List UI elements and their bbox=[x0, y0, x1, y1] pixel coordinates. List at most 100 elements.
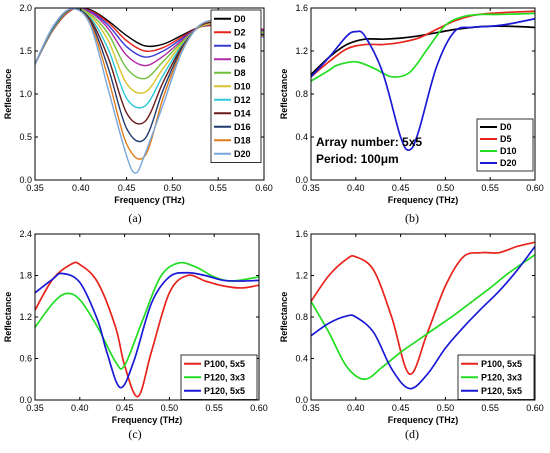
legend-label-a: D0 bbox=[234, 14, 246, 24]
y-tick-label-a: 1.5 bbox=[19, 46, 32, 56]
legend-label-a: D4 bbox=[234, 41, 246, 51]
x-tick-label-c: 0.40 bbox=[71, 403, 89, 413]
y-tick-label-c: 0.0 bbox=[19, 395, 32, 405]
x-tick-label-d: 0.35 bbox=[302, 403, 320, 413]
legend-b: D0 D5 D10 D20 bbox=[476, 118, 534, 172]
legend-label-a: D8 bbox=[234, 68, 246, 78]
series-line-b-1 bbox=[311, 10, 535, 78]
panel-caption-d: (d) bbox=[405, 427, 419, 441]
y-tick-label-a: 2.0 bbox=[19, 3, 32, 13]
series-line-c-0 bbox=[35, 261, 259, 398]
y-tick-label-d: 0.0 bbox=[295, 395, 308, 405]
legend-label-d: P120, 5x5 bbox=[481, 386, 522, 396]
x-tick-label-a: 0.45 bbox=[118, 183, 136, 193]
series-line-d-0 bbox=[311, 241, 535, 375]
y-tick-label-c: 2.4 bbox=[19, 229, 32, 239]
y-tick-label-a: 0.0 bbox=[19, 175, 32, 185]
annotation-b: Array number: 5x5 bbox=[316, 135, 422, 149]
x-tick-label-d: 0.50 bbox=[437, 403, 455, 413]
y-tick-label-b: 1.6 bbox=[295, 3, 308, 13]
x-tick-label-b: 0.50 bbox=[437, 183, 455, 193]
legend-label-c: P120, 5x5 bbox=[204, 386, 245, 396]
legend-label-c: P120, 3x3 bbox=[204, 372, 245, 382]
y-tick-label-a: 1.0 bbox=[19, 89, 32, 99]
x-tick-label-c: 0.45 bbox=[116, 403, 134, 413]
legend-c: P100, 5x5 P120, 3x3 P120, 5x5 bbox=[180, 354, 258, 400]
series-line-d-1 bbox=[311, 254, 535, 381]
x-axis-label-b: Frequency (THz) bbox=[388, 195, 459, 205]
x-tick-label-c: 0.35 bbox=[26, 403, 44, 413]
x-tick-label-b: 0.40 bbox=[347, 183, 365, 193]
legend-label-a: D10 bbox=[234, 81, 251, 91]
legend-label-a: D2 bbox=[234, 27, 246, 37]
x-axis-label-d: Frequency (THz) bbox=[388, 415, 459, 425]
x-tick-label-b: 0.60 bbox=[526, 183, 544, 193]
y-tick-label-b: 1.2 bbox=[295, 46, 308, 56]
legend-label-b: D20 bbox=[500, 158, 517, 168]
legend-label-b: D5 bbox=[500, 134, 512, 144]
x-axis-label-c: Frequency (THz) bbox=[112, 415, 183, 425]
panel-caption-a: (a) bbox=[128, 211, 141, 225]
y-tick-label-c: 0.6 bbox=[19, 354, 32, 364]
y-tick-label-c: 1.8 bbox=[19, 271, 32, 281]
legend-label-a: D6 bbox=[234, 54, 246, 64]
legend-box-a bbox=[210, 9, 262, 163]
y-axis-label-a: Reflectance bbox=[3, 69, 13, 120]
legend-label-a: D16 bbox=[234, 122, 251, 132]
series-line-c-2 bbox=[35, 271, 259, 389]
series-line-b-2 bbox=[311, 12, 535, 82]
x-tick-label-b: 0.45 bbox=[392, 183, 410, 193]
x-tick-label-c: 0.50 bbox=[161, 403, 179, 413]
legend-label-b: D10 bbox=[500, 146, 517, 156]
panel-caption-c: (c) bbox=[128, 427, 141, 441]
legend-label-a: D18 bbox=[234, 135, 251, 145]
x-tick-label-c: 0.55 bbox=[205, 403, 223, 413]
legend-label-a: D20 bbox=[234, 149, 251, 159]
x-tick-label-a: 0.60 bbox=[255, 183, 273, 193]
panel-a: 0.35 0.40 0.45 0.50 0.55 0.60 0.0 0.5 1.0 1.5 2.0 F… bbox=[3, 3, 273, 225]
y-tick-label-c: 1.2 bbox=[19, 312, 32, 322]
y-tick-label-b: 0.4 bbox=[295, 132, 308, 142]
series-line-b-3 bbox=[311, 17, 535, 151]
y-tick-label-d: 0.4 bbox=[295, 354, 308, 364]
y-tick-label-d: 0.8 bbox=[295, 312, 308, 322]
x-tick-label-a: 0.55 bbox=[209, 183, 227, 193]
x-tick-label-a: 0.40 bbox=[72, 183, 90, 193]
x-tick-label-b: 0.55 bbox=[481, 183, 499, 193]
panel-d: 0.35 0.40 0.45 0.50 0.55 0.60 0.0 0.4 0.8 1.2 1.6 F… bbox=[279, 229, 544, 441]
panel-b: 0.35 0.40 0.45 0.50 0.55 0.60 0.0 0.4 0.8 1.2 1.6 F… bbox=[279, 3, 544, 225]
legend-label-b: D0 bbox=[500, 122, 512, 132]
legend-label-c: P100, 5x5 bbox=[204, 359, 245, 369]
legend-label-d: P120, 3x3 bbox=[481, 372, 522, 382]
plot-area-d bbox=[311, 241, 535, 390]
y-tick-label-d: 1.2 bbox=[295, 271, 308, 281]
panel-c: 0.35 0.40 0.45 0.50 0.55 0.60 0.0 0.6 1.2 1.8 2.4 F… bbox=[3, 229, 268, 441]
y-axis-label-c: Reflectance bbox=[3, 292, 13, 343]
x-tick-label-d: 0.55 bbox=[481, 403, 499, 413]
x-tick-label-d: 0.40 bbox=[347, 403, 365, 413]
x-tick-label-c: 0.60 bbox=[250, 403, 268, 413]
annotation-b: Period: 100μm bbox=[316, 152, 399, 166]
x-tick-label-d: 0.60 bbox=[526, 403, 544, 413]
x-tick-label-b: 0.35 bbox=[302, 183, 320, 193]
legend-a: D0 D2 D4 D6 D8 D10 D12 D14 D16 D18 D20 bbox=[210, 9, 262, 163]
y-tick-label-b: 0.0 bbox=[295, 175, 308, 185]
legend-d: P100, 5x5 P120, 3x3 P120, 5x5 bbox=[457, 354, 535, 400]
plot-area-b bbox=[311, 10, 535, 151]
legend-label-d: P100, 5x5 bbox=[481, 359, 522, 369]
x-tick-label-a: 0.50 bbox=[164, 183, 182, 193]
y-tick-label-a: 0.5 bbox=[19, 132, 32, 142]
series-line-c-1 bbox=[35, 261, 259, 370]
x-tick-label-a: 0.35 bbox=[26, 183, 44, 193]
x-axis-label-a: Frequency (THz) bbox=[114, 195, 185, 205]
y-tick-label-b: 0.8 bbox=[295, 89, 308, 99]
legend-label-a: D12 bbox=[234, 95, 251, 105]
panel-caption-b: (b) bbox=[405, 211, 419, 225]
legend-label-a: D14 bbox=[234, 108, 251, 118]
x-tick-label-d: 0.45 bbox=[392, 403, 410, 413]
y-axis-label-b: Reflectance bbox=[279, 69, 289, 120]
series-line-d-2 bbox=[311, 245, 535, 390]
y-axis-label-d: Reflectance bbox=[279, 292, 289, 343]
y-tick-label-d: 1.6 bbox=[295, 229, 308, 239]
